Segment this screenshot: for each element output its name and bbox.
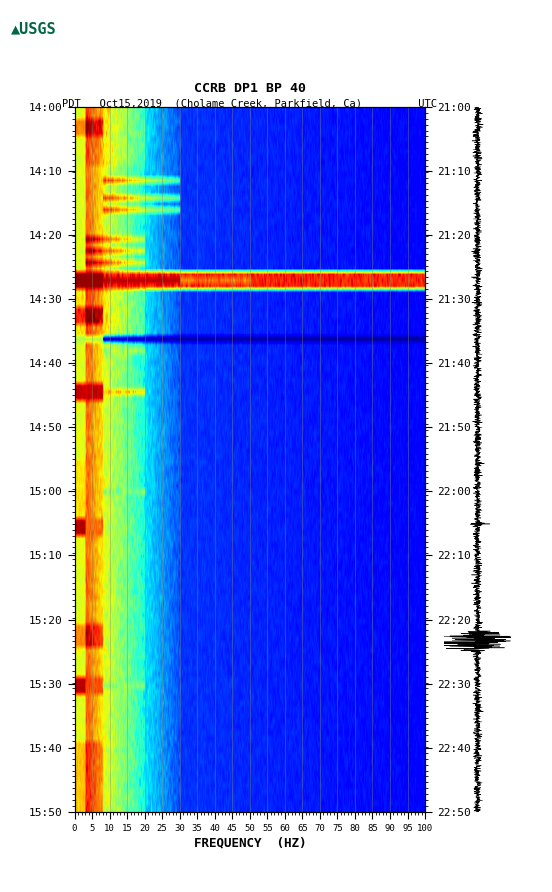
Text: PDT   Oct15,2019  (Cholame Creek, Parkfield, Ca)         UTC: PDT Oct15,2019 (Cholame Creek, Parkfield… [62, 98, 437, 108]
Text: ▲USGS: ▲USGS [11, 21, 57, 36]
X-axis label: FREQUENCY  (HZ): FREQUENCY (HZ) [194, 837, 306, 850]
Text: CCRB DP1 BP 40: CCRB DP1 BP 40 [194, 82, 306, 95]
